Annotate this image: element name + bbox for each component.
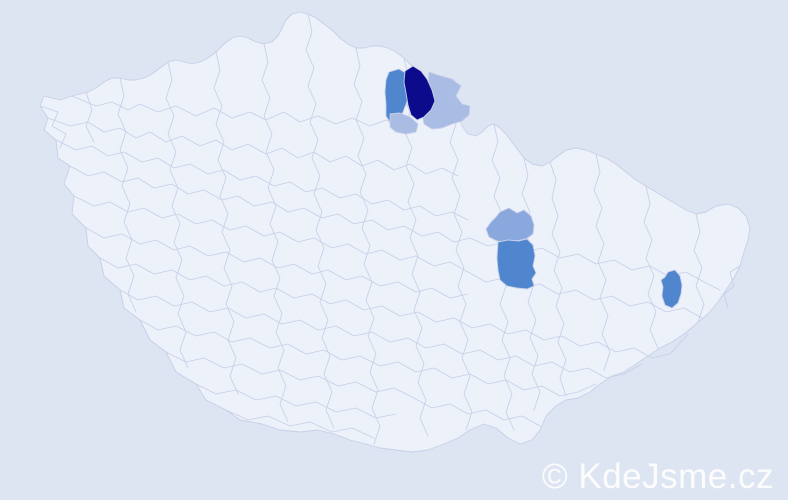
district-north-darknavy[interactable] bbox=[404, 66, 435, 120]
highlighted-district-layer[interactable] bbox=[385, 66, 682, 308]
district-north-light-south[interactable] bbox=[390, 113, 418, 134]
district-east-medium[interactable] bbox=[661, 270, 682, 308]
district-central-medium-lower[interactable] bbox=[497, 239, 536, 289]
district-boundary-mesh bbox=[39, 13, 741, 445]
